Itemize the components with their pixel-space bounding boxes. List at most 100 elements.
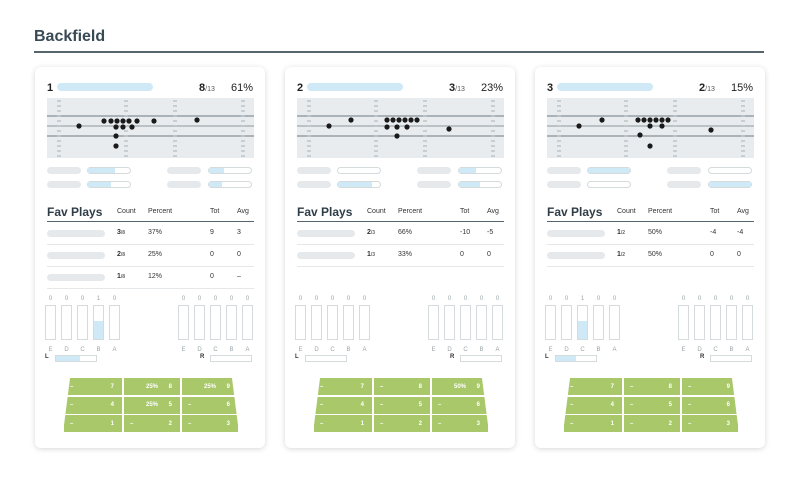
zone-cell-1[interactable]: –1 [314, 415, 372, 432]
zone-cell-5[interactable]: 25% 5 [124, 396, 180, 414]
right-side-label: R [450, 354, 455, 360]
gap-right-bar [476, 305, 487, 340]
player-card[interactable]: 1 8/13 61% Fav Plays Count Percent Tot Avg 3/8 37… [35, 67, 265, 448]
gap-left-letter: D [64, 347, 69, 353]
zone-cell-7[interactable]: –7 [314, 378, 372, 395]
gap-left-value: 1 [580, 296, 585, 302]
zone-value: – [438, 420, 442, 427]
gap-left-letter: A [112, 347, 117, 353]
gap-left-bar [45, 305, 56, 340]
zone-number: 5 [168, 402, 172, 408]
player-dot [396, 117, 402, 123]
fav-play-row[interactable]: 1/3 33% 0 0 [297, 245, 504, 267]
zone-cell-5[interactable]: –5 [624, 396, 680, 414]
player-dot [113, 133, 119, 139]
stat-label-pill [47, 167, 81, 174]
stat-value-bar [458, 181, 502, 188]
stat-label-pill [297, 181, 331, 188]
zone-cell-1[interactable]: –1 [64, 415, 122, 432]
play-count-denominator: /8 [120, 230, 126, 236]
zone-value: – [320, 402, 324, 408]
zone-number: 8 [418, 383, 422, 390]
fav-plays-title: Fav Plays [47, 205, 103, 219]
gap-left-value: 0 [64, 296, 69, 302]
left-side-bar [555, 355, 597, 362]
zone-cell-9[interactable]: 25% 9 [182, 378, 238, 395]
player-dot [120, 124, 126, 130]
zone-cell-6[interactable]: –6 [182, 396, 238, 414]
fav-play-row[interactable]: 1/8 12% 0 – [47, 267, 254, 289]
zone-cell-8[interactable]: –8 [374, 378, 430, 395]
play-name-placeholder [47, 252, 105, 259]
column-header-tot: Tot [210, 208, 220, 215]
gap-right-letter: B [229, 347, 234, 353]
left-side-fill [56, 356, 80, 361]
fav-play-row[interactable]: 1/2 50% -4 -4 [547, 223, 754, 245]
player-name-placeholder [307, 83, 403, 91]
gap-right-value: 0 [447, 296, 452, 302]
zone-cell-6[interactable]: –6 [682, 396, 738, 414]
player-dot [408, 117, 414, 123]
fav-play-row[interactable]: 2/8 25% 0 0 [47, 245, 254, 267]
gap-bar-fill [94, 320, 103, 339]
player-dot [394, 124, 400, 130]
play-count: 1/2 [617, 229, 625, 236]
play-percent: 50% [648, 251, 663, 258]
zone-cell-2[interactable]: –2 [124, 415, 180, 432]
stat-value-fill [459, 182, 480, 187]
zone-number: 4 [610, 402, 614, 408]
fav-play-row[interactable]: 1/2 50% 0 0 [547, 245, 754, 267]
stat-value-bar [587, 181, 631, 188]
zone-cell-9[interactable]: 50% 9 [432, 378, 488, 395]
zone-cell-3[interactable]: –3 [182, 415, 238, 432]
zone-cell-2[interactable]: –2 [624, 415, 680, 432]
stat-label-pill [547, 181, 581, 188]
player-dot [101, 118, 107, 124]
zone-cell-8[interactable]: 25% 8 [124, 378, 180, 395]
gap-right-bar [178, 305, 189, 340]
play-name-placeholder [547, 252, 605, 259]
zone-cell-1[interactable]: –1 [564, 415, 622, 432]
fav-play-row[interactable]: 2/3 66% -10 -5 [297, 223, 504, 245]
zone-cell-9[interactable]: –9 [682, 378, 738, 395]
zone-number: 2 [168, 420, 172, 427]
zone-value: – [380, 402, 384, 408]
gap-left-bar [311, 305, 322, 340]
zone-cell-8[interactable]: –8 [624, 378, 680, 395]
player-dot [659, 123, 665, 129]
gap-left-bar [545, 305, 556, 340]
zone-cell-7[interactable]: –7 [64, 378, 122, 395]
zone-cell-5[interactable]: –5 [374, 396, 430, 414]
zone-cell-7[interactable]: –7 [564, 378, 622, 395]
zone-cell-6[interactable]: –6 [432, 396, 488, 414]
zone-cell-4[interactable]: –4 [314, 396, 372, 414]
stat-label-pill [167, 167, 201, 174]
touch-count-numerator: 8 [199, 82, 206, 94]
zone-value: – [70, 402, 74, 408]
zone-cell-3[interactable]: –3 [682, 415, 738, 432]
gap-right-bar [444, 305, 455, 340]
player-touch-percent: 15% [730, 82, 753, 94]
player-card[interactable]: 3 2/13 15% Fav Plays Count Percent Tot Avg 1/2 50… [535, 67, 765, 448]
fav-play-row[interactable]: 3/8 37% 9 3 [47, 223, 254, 245]
gap-right-letter: E [681, 347, 686, 353]
gap-right-value: 0 [479, 296, 484, 302]
zone-cell-3[interactable]: –3 [432, 415, 488, 432]
gap-right-value: 0 [463, 296, 468, 302]
zone-cell-2[interactable]: –2 [374, 415, 430, 432]
player-card[interactable]: 2 3/13 23% Fav Plays Count Percent Tot Avg 2/3 66… [285, 67, 515, 448]
zone-value: – [188, 402, 192, 408]
player-touch-count: 8/13 [199, 82, 215, 94]
zone-cell-4[interactable]: –4 [564, 396, 622, 414]
zone-number: 6 [726, 402, 730, 408]
player-dot [326, 123, 332, 129]
zone-value: – [130, 420, 134, 427]
player-dot [384, 117, 390, 123]
formation-diagram [297, 98, 504, 158]
gap-right-letter: E [181, 347, 186, 353]
player-rank: 2 [297, 82, 304, 94]
play-average: 0 [737, 251, 741, 258]
zone-number: 7 [360, 383, 364, 390]
zone-cell-4[interactable]: –4 [64, 396, 122, 414]
left-side-label: L [45, 354, 49, 360]
